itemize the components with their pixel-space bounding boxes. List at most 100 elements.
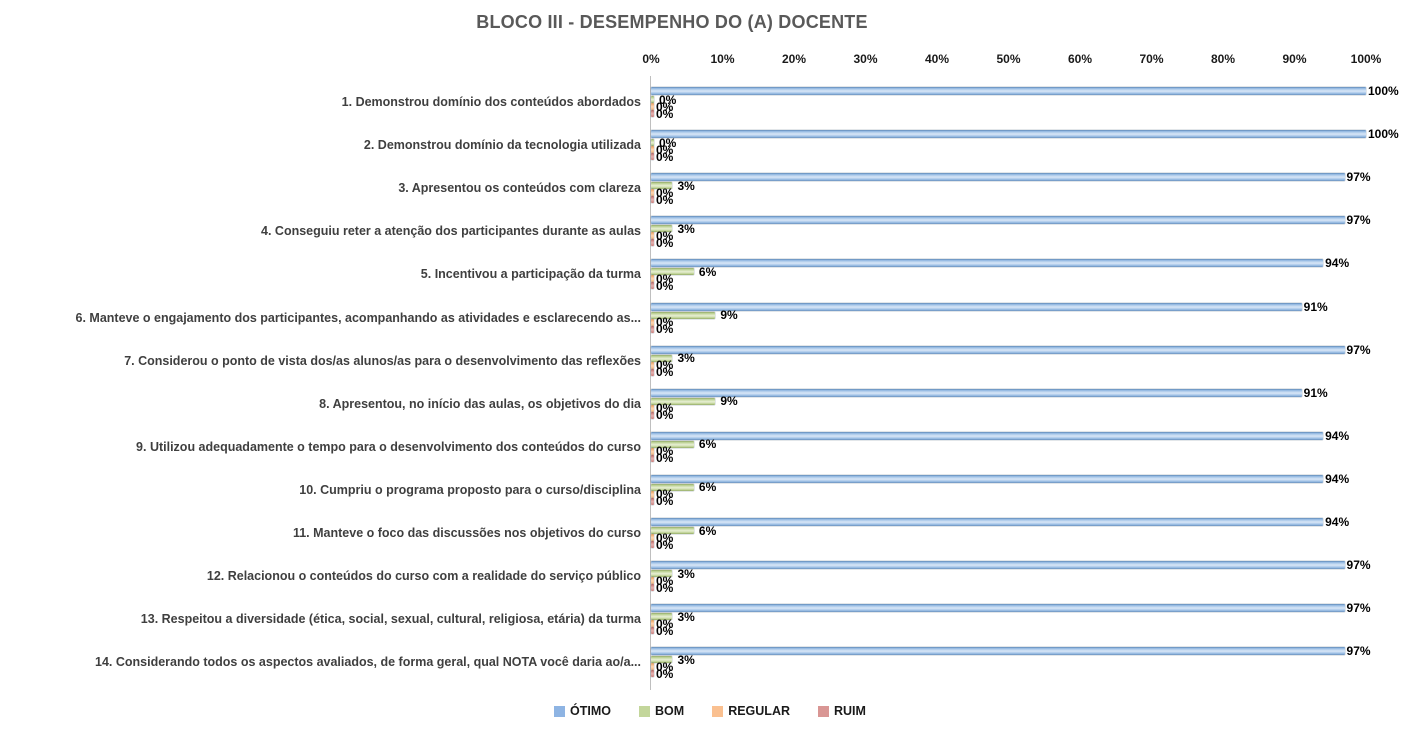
legend-label: REGULAR: [728, 704, 790, 718]
bar-bom: [651, 311, 716, 319]
data-label: 0%: [656, 358, 674, 373]
category-label: 6. Manteve o engajamento dos participant…: [75, 310, 641, 325]
bar-otimo: [651, 561, 1345, 570]
bar-ruim: [651, 411, 654, 419]
bar-ruim: [651, 541, 654, 548]
legend-item: REGULAR: [712, 704, 790, 718]
data-label: 3%: [677, 652, 695, 667]
data-label: 6%: [698, 437, 717, 452]
category-label: 4. Conseguiu reter a atenção dos partici…: [261, 224, 641, 239]
legend-label: RUIM: [834, 704, 866, 718]
data-label: 3%: [677, 351, 695, 366]
bar-otimo: [651, 87, 1366, 95]
bar-otimo: [651, 647, 1345, 656]
category-label: 7. Considerou o ponto de vista dos/as al…: [124, 353, 641, 368]
bar-otimo: [651, 130, 1366, 139]
bar-bom: [651, 225, 673, 233]
bar-ruim: [651, 196, 654, 204]
legend-swatch-icon: [712, 705, 724, 717]
bar-bom: [651, 397, 716, 405]
bar-regular: [651, 275, 654, 283]
bar-regular: [651, 534, 654, 541]
category-label: 13. Respeitou a diversidade (ética, soci…: [140, 612, 641, 627]
bar-regular: [651, 361, 654, 369]
category-label: 11. Manteve o foco das discussões nos ob…: [292, 526, 641, 540]
bar-regular: [651, 577, 654, 585]
data-label: 6%: [698, 523, 717, 538]
bar-otimo: [651, 431, 1324, 440]
bar-regular: [651, 663, 654, 671]
bar-ruim: [651, 454, 654, 462]
data-label: 0%: [656, 580, 674, 595]
data-label: 0%: [656, 530, 674, 545]
bar-bom: [651, 570, 673, 578]
bar-bom: [651, 268, 694, 276]
x-tick-label: 90%: [1282, 52, 1307, 66]
data-label: 94%: [1325, 256, 1350, 271]
data-label: 0%: [656, 228, 674, 243]
data-label: 0%: [656, 322, 674, 336]
bar-bom: [651, 182, 673, 190]
x-tick-label: 100%: [1350, 52, 1382, 66]
bar-bom: [651, 483, 694, 491]
bar-regular: [651, 620, 654, 628]
bar-otimo: [651, 216, 1345, 225]
data-label: 94%: [1325, 428, 1350, 443]
bar-bom: [651, 96, 654, 103]
data-label: 9%: [720, 394, 738, 409]
category-label: 2. Demonstrou domínio da tecnologia util…: [363, 138, 641, 153]
bar-ruim: [651, 153, 654, 161]
chart-title: BLOCO III - DESEMPENHO DO (A) DOCENTE: [476, 12, 868, 32]
data-label: 0%: [656, 235, 674, 250]
bar-regular: [651, 103, 654, 110]
bar-ruim: [651, 497, 654, 505]
bar-ruim: [651, 627, 654, 635]
data-label: 0%: [656, 278, 674, 293]
data-label: 0%: [656, 315, 674, 329]
legend-label: BOM: [655, 704, 685, 718]
bar-ruim: [651, 239, 654, 247]
x-tick-label: 70%: [1139, 52, 1164, 66]
data-label: 100%: [1368, 84, 1399, 98]
x-tick-label: 60%: [1067, 52, 1093, 66]
data-label: 0%: [656, 659, 674, 674]
x-tick-label: 10%: [710, 52, 735, 66]
bar-otimo: [651, 388, 1302, 397]
legend-item: BOM: [639, 704, 684, 718]
bar-otimo: [651, 518, 1324, 526]
bar-regular: [651, 146, 654, 154]
bar-otimo: [651, 302, 1302, 311]
bar-ruim: [651, 110, 654, 117]
x-tick-label: 40%: [924, 52, 950, 66]
bar-ruim: [651, 282, 654, 290]
bar-otimo: [651, 604, 1345, 613]
data-label: 0%: [656, 444, 674, 459]
bar-regular: [651, 318, 654, 326]
data-label: 0%: [659, 92, 677, 107]
bar-regular: [651, 490, 654, 498]
data-label: 97%: [1346, 213, 1371, 228]
data-label: 6%: [698, 480, 717, 495]
data-label: 0%: [656, 487, 674, 502]
data-label: 97%: [1346, 644, 1371, 659]
bar-otimo: [651, 345, 1345, 354]
data-label: 0%: [656, 192, 674, 207]
bar-otimo: [651, 173, 1345, 182]
bar-otimo: [651, 259, 1324, 268]
bar-bom: [651, 527, 694, 534]
data-label: 0%: [656, 106, 674, 121]
data-label: 3%: [677, 566, 695, 581]
y-axis-line: [650, 76, 651, 690]
x-tick-label: 80%: [1210, 52, 1236, 66]
category-label: 12. Relacionou o conteúdos do curso com …: [206, 569, 641, 584]
data-label: 0%: [656, 573, 674, 588]
data-label: 97%: [1346, 558, 1371, 573]
legend-swatch-icon: [554, 705, 566, 717]
legend-item: ÓTIMO: [554, 704, 611, 718]
data-label: 97%: [1346, 170, 1371, 185]
data-label: 97%: [1346, 342, 1371, 357]
data-label: 0%: [656, 185, 674, 200]
data-label: 0%: [656, 99, 674, 114]
data-label: 3%: [677, 178, 695, 193]
